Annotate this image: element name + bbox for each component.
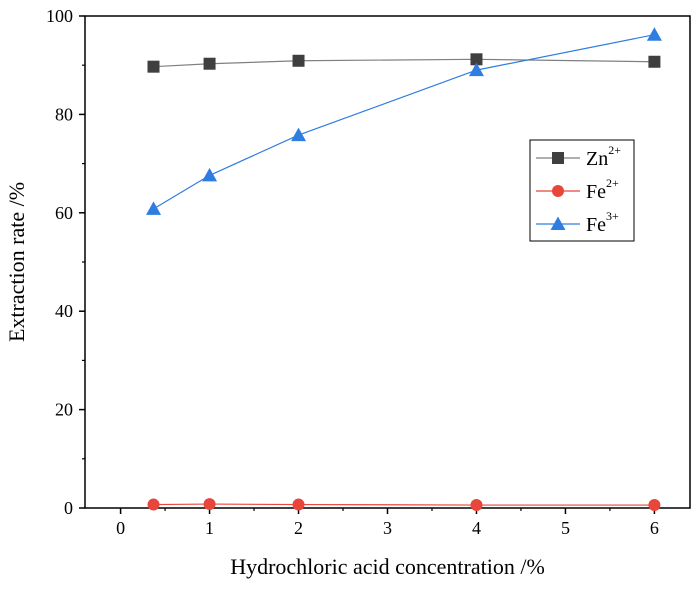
x-tick-label: 5 (561, 518, 570, 538)
y-tick-label: 0 (64, 498, 73, 518)
data-point-square (147, 60, 160, 73)
x-tick-label: 4 (472, 518, 481, 538)
legend-item: Fe2+ (536, 176, 619, 203)
y-axis-title: Extraction rate /% (4, 182, 29, 342)
x-tick-label: 1 (205, 518, 214, 538)
data-point-triangle (202, 167, 218, 182)
data-point-circle (203, 498, 216, 511)
data-point-square (292, 54, 305, 67)
y-tick-label: 40 (55, 301, 73, 321)
legend-label-superscript: 3+ (606, 209, 619, 223)
legend-label: Fe2+ (586, 176, 619, 203)
series-line (153, 58, 655, 68)
data-point-square (648, 55, 661, 68)
y-tick-label: 100 (46, 6, 73, 26)
series-0 (147, 53, 661, 73)
data-point-triangle (468, 62, 484, 77)
data-point-square (470, 53, 483, 66)
y-tick-label: 80 (55, 104, 73, 124)
data-point-triangle (146, 201, 162, 215)
plot-frame (84, 15, 691, 509)
legend-label-superscript: 2+ (608, 143, 621, 157)
legend-item: Zn2+ (536, 143, 621, 170)
legend-label-superscript: 2+ (606, 176, 619, 190)
data-point-circle (147, 498, 160, 511)
x-tick-label: 6 (650, 518, 659, 538)
legend-marker-triangle (550, 216, 566, 230)
data-point-circle (470, 499, 483, 512)
x-tick-label: 0 (116, 518, 125, 538)
data-point-circle (292, 498, 305, 511)
x-axis-title: Hydrochloric acid concentration /% (230, 554, 545, 579)
data-point-triangle (291, 127, 307, 142)
legend-marker-square (552, 152, 564, 164)
series-2 (146, 27, 662, 215)
series-1 (147, 498, 661, 512)
y-tick-label: 20 (55, 400, 73, 420)
legend-marker-circle (552, 185, 564, 197)
series-line (153, 503, 655, 506)
y-tick-label: 60 (55, 203, 73, 223)
data-point-triangle (646, 27, 662, 41)
x-tick-label: 2 (294, 518, 303, 538)
data-point-square (203, 57, 216, 70)
x-tick-label: 3 (383, 518, 392, 538)
legend-label: Zn2+ (586, 143, 621, 170)
data-point-circle (648, 499, 661, 512)
